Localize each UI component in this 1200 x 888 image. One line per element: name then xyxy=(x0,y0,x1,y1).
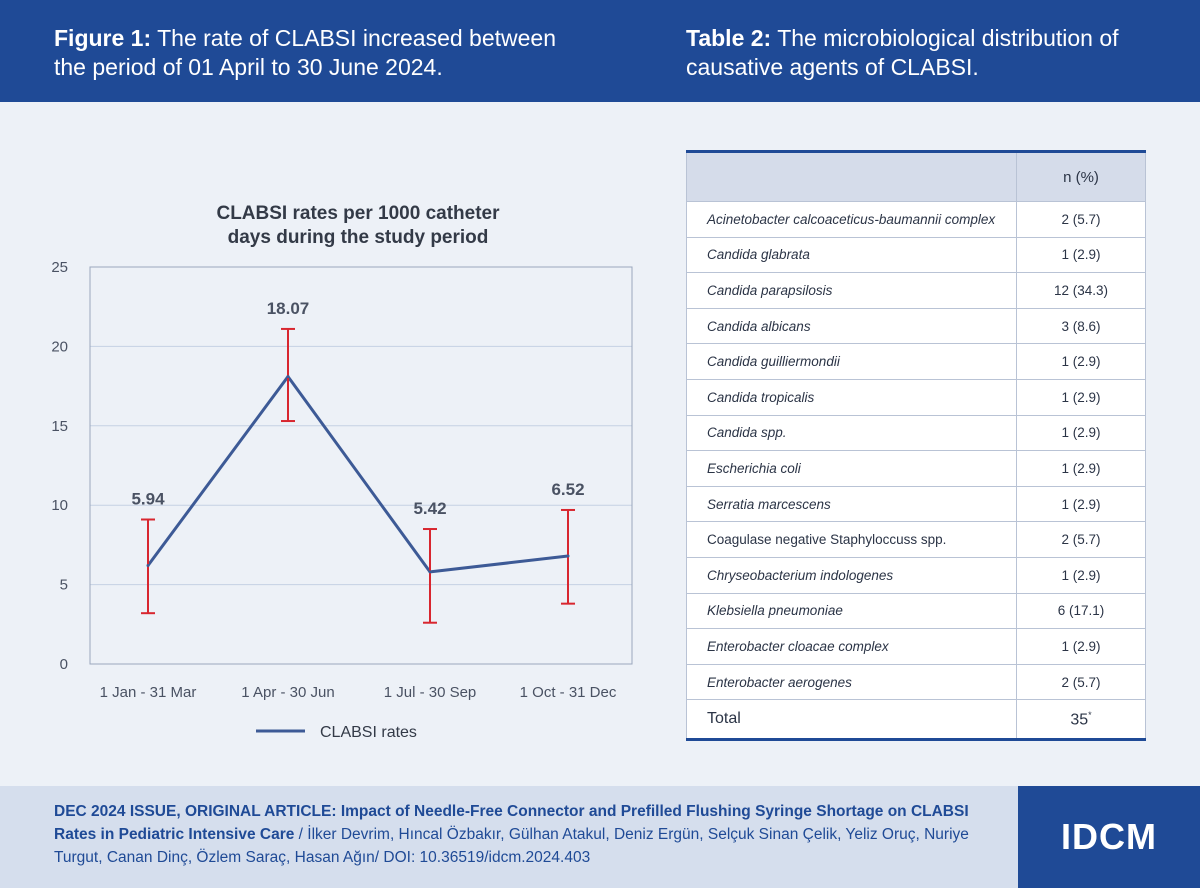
data-label: 6.52 xyxy=(551,480,584,499)
y-tick-label: 20 xyxy=(51,338,68,355)
table-row: Chryseobacterium indologenes 1 (2.9) xyxy=(686,556,1146,594)
chart-gridlines xyxy=(90,345,632,586)
value-cell: 6 (17.1) xyxy=(1016,592,1146,630)
table-row: Escherichia coli 1 (2.9) xyxy=(686,450,1146,487)
data-label: 5.94 xyxy=(131,489,165,508)
value-cell: 1 (2.9) xyxy=(1016,556,1146,594)
value-cell: 1 (2.9) xyxy=(1016,628,1146,665)
organism-cell: Candida glabrata xyxy=(686,236,1017,274)
data-point xyxy=(428,570,432,574)
data-point xyxy=(286,375,290,379)
value-cell: 2 (5.7) xyxy=(1016,663,1146,701)
header-banner: Figure 1: The rate of CLABSI increased b… xyxy=(0,0,1200,102)
plot-frame xyxy=(89,266,633,665)
table-row: Enterobacter cloacae complex 1 (2.9) xyxy=(686,628,1146,665)
value-cell: 1 (2.9) xyxy=(1016,414,1146,452)
microbiology-table: n (%) Acinetobacter calcoaceticus-bauman… xyxy=(686,150,1146,742)
chart-tick-labels: 0 5 10 15 20 25 1 Jan - 31 Mar 1 Apr - 30 Jun 1 … xyxy=(51,259,617,701)
value-cell: 1 (2.9) xyxy=(1016,236,1146,274)
y-tick-label: 25 xyxy=(51,259,68,276)
organism-cell: Klebsiella pneumoniae xyxy=(686,592,1017,630)
idcm-logo: IDCM xyxy=(1018,786,1200,888)
organism-cell: Acinetobacter calcoaceticus-baumannii co… xyxy=(686,201,1017,238)
organism-cell: Chryseobacterium indologenes xyxy=(686,556,1017,594)
table-total-row: Total 35* xyxy=(686,699,1146,741)
organism-cell: Candida tropicalis xyxy=(686,378,1017,416)
y-tick-label: 10 xyxy=(51,497,68,514)
table-row: Candida spp. 1 (2.9) xyxy=(686,414,1146,452)
x-tick-label: 1 Jul - 30 Sep xyxy=(384,684,477,701)
chart-series: 5.94 18.07 5.42 6.52 xyxy=(131,299,585,624)
value-cell: 3 (8.6) xyxy=(1016,307,1146,345)
organism-cell: Enterobacter aerogenes xyxy=(686,663,1017,701)
data-label: 18.07 xyxy=(267,299,310,318)
issue-label: DEC 2024 ISSUE, ORIGINAL ARTICLE: xyxy=(54,803,337,820)
organism-cell: Escherichia coli xyxy=(686,450,1017,487)
data-point xyxy=(566,554,570,558)
x-tick-label: 1 Jan - 31 Mar xyxy=(100,684,197,701)
figure-title: The rate of CLABSI increased between the… xyxy=(54,25,557,80)
total-label: Total xyxy=(686,699,1017,741)
total-value: 35 xyxy=(1070,710,1089,728)
citation-text: DEC 2024 ISSUE, ORIGINAL ARTICLE: Impact… xyxy=(54,800,984,869)
table-row: Klebsiella pneumoniae 6 (17.1) xyxy=(686,592,1146,630)
y-tick-label: 15 xyxy=(51,418,68,435)
chart-legend: CLABSI rates xyxy=(256,724,417,741)
organism-cell: Candida guilliermondii xyxy=(686,343,1017,380)
table-label: Table 2: xyxy=(686,25,772,51)
table-row: Coagulase negative Staphyloccuss spp. 2 (… xyxy=(686,521,1146,558)
table-row: Acinetobacter calcoaceticus-baumannii co… xyxy=(686,201,1146,238)
chart-axes xyxy=(89,266,633,665)
header-cell-n-percent: n (%) xyxy=(1016,151,1146,202)
organism-cell: Serratia marcescens xyxy=(686,485,1017,523)
organism-cell: Candida albicans xyxy=(686,307,1017,345)
table-heading: Table 2: The microbiological distributio… xyxy=(686,24,1166,82)
data-label: 5.42 xyxy=(413,499,446,518)
x-tick-label: 1 Oct - 31 Dec xyxy=(520,684,617,701)
x-tick-label: 1 Apr - 30 Jun xyxy=(241,684,334,701)
total-value-cell: 35* xyxy=(1016,699,1146,741)
figure-label: Figure 1: xyxy=(54,25,152,51)
table-row: Candida albicans 3 (8.6) xyxy=(686,307,1146,345)
y-tick-label: 5 xyxy=(60,577,68,594)
value-cell: 12 (34.3) xyxy=(1016,272,1146,309)
header-cell-organism xyxy=(686,151,1017,202)
legend-label: CLABSI rates xyxy=(320,724,417,741)
article-title: Impact of Needle-Free Connector and Pref… xyxy=(54,803,969,843)
total-footnote-mark: * xyxy=(1088,709,1092,720)
value-cell: 1 (2.9) xyxy=(1016,378,1146,416)
organism-cell: Candida spp. xyxy=(686,414,1017,452)
organism-cell: Enterobacter cloacae complex xyxy=(686,628,1017,665)
value-cell: 1 (2.9) xyxy=(1016,485,1146,523)
value-cell: 1 (2.9) xyxy=(1016,450,1146,487)
chart-title-line2: days during the study period xyxy=(228,227,489,248)
table-row: Candida parapsilosis 12 (34.3) xyxy=(686,272,1146,309)
table-header-row: n (%) xyxy=(686,151,1146,202)
table-title: The microbiological distribution of caus… xyxy=(686,25,1119,80)
organism-cell: Candida parapsilosis xyxy=(686,272,1017,309)
table-row: Candida glabrata 1 (2.9) xyxy=(686,236,1146,274)
clabsi-line-chart: CLABSI rates per 1000 catheter days duri… xyxy=(0,180,660,760)
value-cell: 2 (5.7) xyxy=(1016,201,1146,238)
table-row: Serratia marcescens 1 (2.9) xyxy=(686,485,1146,523)
chart-title-line1: CLABSI rates per 1000 catheter xyxy=(216,203,500,224)
table-row: Candida guilliermondii 1 (2.9) xyxy=(686,343,1146,380)
authors-doi: / İlker Devrim, Hıncal Özbakır, Gülhan A… xyxy=(54,826,969,866)
footer-citation: DEC 2024 ISSUE, ORIGINAL ARTICLE: Impact… xyxy=(0,786,1200,888)
table-row: Enterobacter aerogenes 2 (5.7) xyxy=(686,663,1146,701)
organism-cell: Coagulase negative Staphyloccuss spp. xyxy=(686,521,1017,558)
series-line-clabsi-rates xyxy=(146,375,569,574)
chart-svg: CLABSI rates per 1000 catheter days duri… xyxy=(51,203,633,741)
data-point xyxy=(146,564,150,568)
value-cell: 2 (5.7) xyxy=(1016,521,1146,558)
y-tick-label: 0 xyxy=(60,656,68,673)
value-cell: 1 (2.9) xyxy=(1016,343,1146,380)
table-row: Candida tropicalis 1 (2.9) xyxy=(686,378,1146,416)
figure-heading: Figure 1: The rate of CLABSI increased b… xyxy=(54,24,574,82)
